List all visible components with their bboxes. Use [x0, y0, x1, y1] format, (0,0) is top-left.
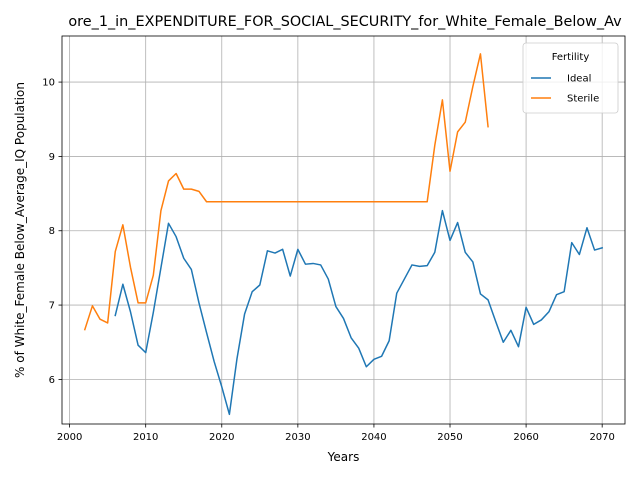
axis-ticks: 2000 2010 2020 2030 2040 2050 2060 2070 6 7 8 9 10: [42, 78, 615, 443]
series-layer: [83, 53, 604, 416]
plot-frame: [61, 35, 626, 425]
y-tick-label: 6: [49, 375, 55, 386]
legend-label-sterile: Sterile: [567, 94, 599, 105]
series-line-sterile: [83, 53, 489, 331]
chart-title: ore_1_in_EXPENDITURE_FOR_SOCIAL_SECURITY…: [68, 14, 622, 30]
legend-title: Fertility: [552, 52, 590, 63]
x-tick-label: 2010: [133, 432, 158, 443]
x-tick-label: 2050: [437, 432, 462, 443]
legend-box: [522, 42, 619, 114]
x-tick-label: 2000: [57, 432, 82, 443]
legend: Fertility Ideal Sterile: [522, 42, 619, 114]
y-tick-label: 10: [42, 78, 55, 89]
y-axis-label: % of White_Female Below_Average_IQ Popul…: [13, 82, 27, 378]
x-axis-label: Years: [327, 450, 360, 464]
x-tick-label: 2030: [285, 432, 310, 443]
y-tick-label: 7: [49, 301, 55, 312]
y-tick-label: 9: [49, 152, 55, 163]
x-tick-label: 2070: [589, 432, 614, 443]
x-tick-label: 2060: [513, 432, 538, 443]
x-tick-label: 2040: [361, 432, 386, 443]
y-tick-label: 8: [49, 226, 55, 237]
series-line-ideal: [114, 209, 604, 416]
x-tick-label: 2020: [209, 432, 234, 443]
legend-label-ideal: Ideal: [567, 74, 591, 85]
